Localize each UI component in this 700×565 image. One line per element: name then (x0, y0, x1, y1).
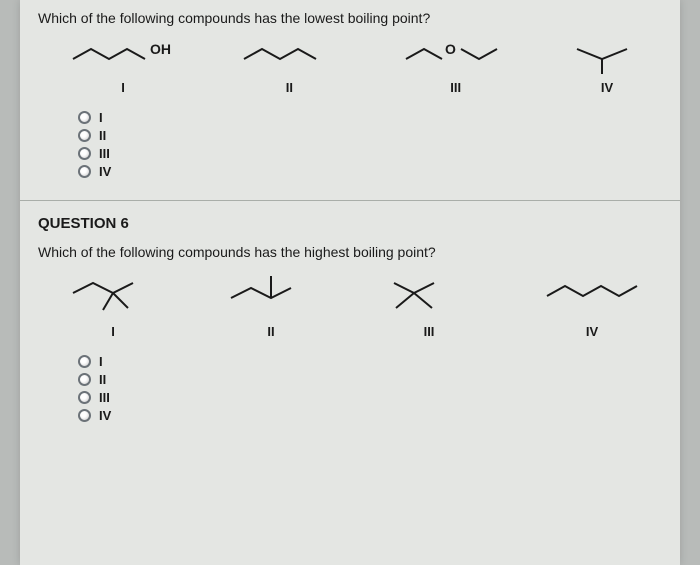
radio-icon (78, 409, 91, 422)
option-i[interactable]: I (78, 354, 662, 369)
option-ii[interactable]: II (78, 372, 662, 387)
compound-i-q2: I (68, 268, 158, 339)
option-ii[interactable]: II (78, 128, 662, 143)
radio-icon (78, 165, 91, 178)
radio-icon (78, 111, 91, 124)
compound-ii-q2: II (226, 268, 316, 339)
compounds-row-q1: OH I II O III (38, 34, 662, 103)
compound-iv-q2: IV (542, 268, 642, 339)
compound-i: OH I (68, 34, 178, 95)
structure-i: OH (68, 34, 178, 74)
option-iii[interactable]: III (78, 146, 662, 161)
option-label: II (99, 372, 106, 387)
question-text: Which of the following compounds has the… (38, 244, 662, 260)
option-label: I (99, 354, 103, 369)
radio-icon (78, 147, 91, 160)
radio-icon (78, 391, 91, 404)
structure-iv (572, 34, 642, 74)
svg-text:OH: OH (150, 41, 171, 57)
option-label: III (99, 390, 110, 405)
option-i[interactable]: I (78, 110, 662, 125)
options-q2: I II III IV (38, 347, 662, 440)
structure-ii-q2 (226, 268, 316, 318)
compound-ii: II (239, 34, 339, 95)
radio-icon (78, 373, 91, 386)
compound-iv: IV (572, 34, 642, 95)
structure-ii (239, 34, 339, 74)
compound-label: III (401, 80, 511, 95)
option-label: II (99, 128, 106, 143)
structure-iv-q2 (542, 268, 642, 318)
radio-icon (78, 129, 91, 142)
compound-label: II (239, 80, 339, 95)
option-label: IV (99, 408, 111, 423)
option-iv[interactable]: IV (78, 408, 662, 423)
option-iii[interactable]: III (78, 390, 662, 405)
structure-iii-q2 (384, 268, 474, 318)
compound-label: I (68, 324, 158, 339)
compounds-row-q2: I II III IV (38, 268, 662, 347)
radio-icon (78, 355, 91, 368)
structure-i-q2 (68, 268, 158, 318)
question-text: Which of the following compounds has the… (38, 10, 662, 26)
option-label: I (99, 110, 103, 125)
compound-label: III (384, 324, 474, 339)
compound-label: II (226, 324, 316, 339)
svg-text:O: O (445, 41, 456, 57)
compound-iii: O III (401, 34, 511, 95)
compound-label: I (68, 80, 178, 95)
options-q1: I II III IV (38, 103, 662, 196)
option-iv[interactable]: IV (78, 164, 662, 179)
question-heading: QUESTION 6 (20, 211, 680, 234)
option-label: III (99, 146, 110, 161)
compound-label: IV (572, 80, 642, 95)
option-label: IV (99, 164, 111, 179)
structure-iii: O (401, 34, 511, 74)
separator (20, 200, 680, 201)
compound-iii-q2: III (384, 268, 474, 339)
compound-label: IV (542, 324, 642, 339)
